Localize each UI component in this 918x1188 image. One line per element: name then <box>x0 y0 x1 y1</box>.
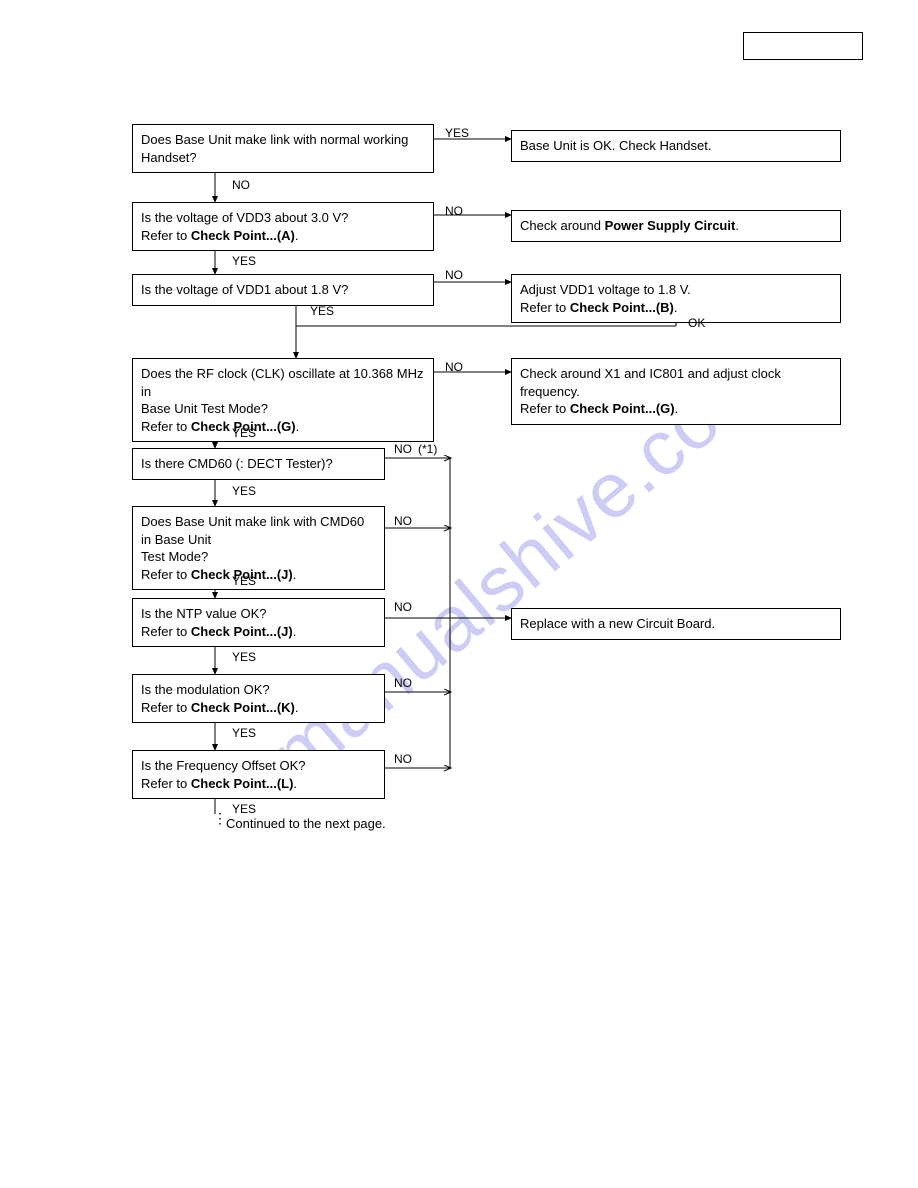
flowchart-node-q9: Is the Frequency Offset OK?Refer to Chec… <box>132 750 385 799</box>
flowchart-node-q7: Is the NTP value OK?Refer to Check Point… <box>132 598 385 647</box>
edge-label-no2: NO <box>445 204 463 218</box>
edge-label-yes2: YES <box>232 254 256 268</box>
edge-label-yes6: YES <box>232 574 256 588</box>
continuation-dots: ⋮ <box>213 810 227 827</box>
edge-label-yes3: YES <box>310 304 334 318</box>
flowchart-node-r3: Adjust VDD1 voltage to 1.8 V.Refer to Ch… <box>511 274 841 323</box>
flowchart-node-r1: Base Unit is OK. Check Handset. <box>511 130 841 162</box>
edge-label-yes4: YES <box>232 426 256 440</box>
flowchart-node-r2: Check around Power Supply Circuit. <box>511 210 841 242</box>
flowchart-node-q2: Is the voltage of VDD3 about 3.0 V?Refer… <box>132 202 434 251</box>
header-corner-box <box>743 32 863 60</box>
edge-label-no5: NO <box>394 442 412 456</box>
flowchart-node-q6: Does Base Unit make link with CMD60 in B… <box>132 506 385 590</box>
edge-label-no8: NO <box>394 676 412 690</box>
flowchart-node-r7: Replace with a new Circuit Board. <box>511 608 841 640</box>
edge-label-ok3: OK <box>688 316 705 330</box>
edge-label-yes7: YES <box>232 650 256 664</box>
edge-label-no4: NO <box>445 360 463 374</box>
flowchart-node-q4: Does the RF clock (CLK) oscillate at 10.… <box>132 358 434 442</box>
continued-text: Continued to the next page. <box>226 816 386 831</box>
edge-label-no1: NO <box>232 178 250 192</box>
flowchart-node-q5: Is there CMD60 (: DECT Tester)? <box>132 448 385 480</box>
page-canvas: manualshive.com Does Base Unit make link… <box>0 0 918 1188</box>
edge-label-yes5: YES <box>232 484 256 498</box>
flowchart-node-q8: Is the modulation OK?Refer to Check Poin… <box>132 674 385 723</box>
edge-label-yes8: YES <box>232 726 256 740</box>
edge-label-yes9: YES <box>232 802 256 816</box>
edge-label-no3: NO <box>445 268 463 282</box>
edge-label-no6: NO <box>394 514 412 528</box>
flowchart-node-q1: Does Base Unit make link with normal wor… <box>132 124 434 173</box>
flowchart-node-r4: Check around X1 and IC801 and adjust clo… <box>511 358 841 425</box>
edge-label-yes1: YES <box>445 126 469 140</box>
edge-label-no7: NO <box>394 600 412 614</box>
flowchart-node-q3: Is the voltage of VDD1 about 1.8 V? <box>132 274 434 306</box>
edge-label-no9: NO <box>394 752 412 766</box>
flowchart-lines <box>0 0 918 1188</box>
edge-label-star5: (*1) <box>418 442 437 456</box>
